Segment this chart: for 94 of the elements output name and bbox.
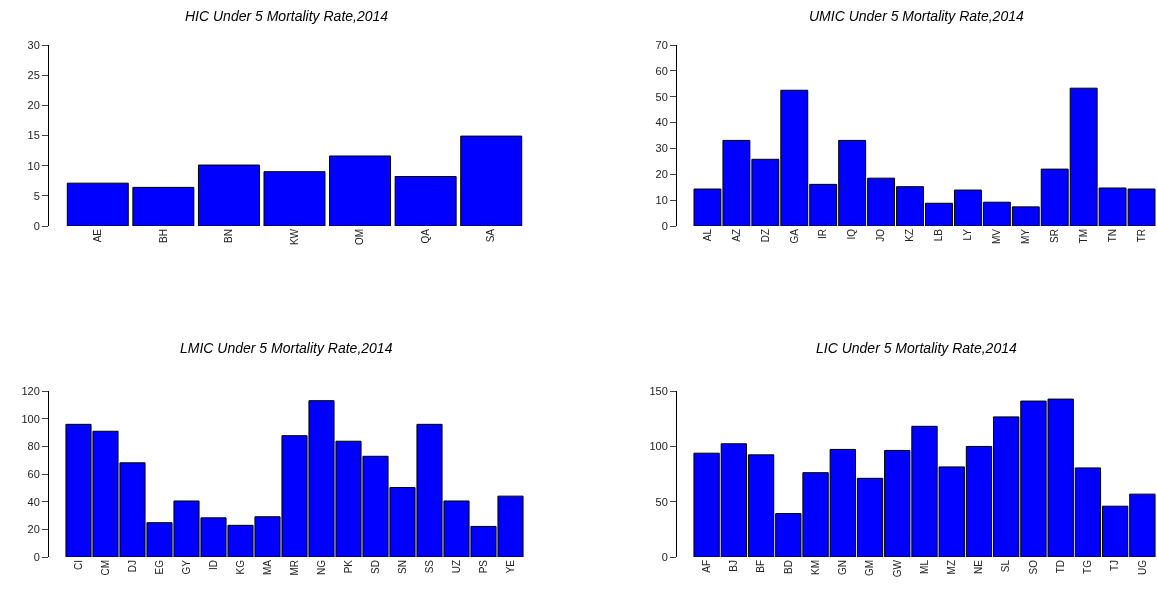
x-tick-label: SL <box>1000 559 1012 573</box>
x-tick-label: DZ <box>759 229 771 243</box>
x-tick-label: PK <box>342 559 354 574</box>
y-tick-label: 50 <box>655 90 668 103</box>
y-tick-label: 60 <box>655 64 668 77</box>
x-tick-label: BF <box>755 560 767 573</box>
y-tick-label: 30 <box>27 38 40 51</box>
x-tick-label: TR <box>1135 229 1147 243</box>
y-tick-label: 40 <box>655 116 668 129</box>
x-tick-label: IQ <box>846 228 858 240</box>
y-tick-label: 50 <box>655 495 668 508</box>
y-tick-label: 25 <box>27 69 40 82</box>
x-tick-label: CM <box>99 560 111 576</box>
x-tick-label: AZ <box>730 229 742 242</box>
x-tick-label: UZ <box>450 560 462 574</box>
y-tick-label: 100 <box>21 412 40 425</box>
x-tick-label: BJ <box>728 560 740 572</box>
y-tick-label: 0 <box>33 219 40 232</box>
x-tick-label: UG <box>1136 559 1148 575</box>
chart-title: LIC Under 5 Mortality Rate,2014 <box>816 340 1017 356</box>
x-tick-label: MY <box>1020 228 1032 244</box>
y-tick-label: 0 <box>661 219 668 232</box>
y-tick-label: 20 <box>27 99 40 112</box>
bar <box>460 135 523 226</box>
x-tick-label: KM <box>809 560 821 575</box>
y-tick-label: 60 <box>27 467 40 480</box>
x-tick-label: NE <box>973 559 985 574</box>
x-tick-label: IR <box>817 229 829 239</box>
x-tick-label: YE <box>504 559 516 574</box>
x-tick-label: SR <box>1048 229 1060 243</box>
x-tick-label: PS <box>477 559 489 574</box>
x-tick-label: MR <box>288 560 300 576</box>
x-tick-label: OM <box>354 229 366 246</box>
y-tick-label: 120 <box>21 384 40 397</box>
x-tick-label: AF <box>700 560 712 573</box>
x-tick-label: CI <box>72 560 84 570</box>
y-tick-label: 30 <box>655 142 668 155</box>
x-tick-label: TG <box>1082 559 1094 574</box>
x-tick-label: ID <box>207 560 219 570</box>
x-tick-label: TN <box>1106 229 1118 243</box>
x-tick-label: SS <box>423 559 435 574</box>
x-tick-label: QA <box>419 228 431 244</box>
x-tick-label: GA <box>788 228 800 244</box>
y-tick-label: 0 <box>33 550 40 563</box>
y-tick-label: 100 <box>649 440 668 453</box>
x-tick-label: AL <box>701 228 713 242</box>
x-tick-label: SO <box>1027 559 1039 575</box>
y-tick-label: 15 <box>27 129 40 142</box>
y-tick-label: 40 <box>27 495 40 508</box>
x-tick-label: EG <box>153 559 165 575</box>
bar <box>132 186 195 226</box>
x-tick-label: SD <box>369 560 381 574</box>
x-tick-label: GM <box>864 560 876 577</box>
y-tick-label: 20 <box>655 168 668 181</box>
x-tick-label: BD <box>782 560 794 574</box>
x-tick-label: KZ <box>904 229 916 242</box>
x-tick-label: TD <box>1054 560 1066 574</box>
x-tick-label: JO <box>875 228 887 242</box>
x-tick-label: AE <box>92 228 104 243</box>
y-tick-label: 150 <box>649 384 668 397</box>
bar <box>197 164 260 226</box>
chart-title: LMIC Under 5 Mortality Rate,2014 <box>180 340 393 356</box>
x-tick-label: TM <box>1077 229 1089 244</box>
bar <box>394 176 457 226</box>
y-tick-label: 70 <box>655 38 668 51</box>
y-tick-label: 5 <box>33 189 40 202</box>
x-tick-label: MV <box>991 228 1003 244</box>
x-tick-label: GW <box>891 559 903 578</box>
x-tick-label: GN <box>837 560 849 575</box>
x-tick-label: BH <box>157 229 169 243</box>
y-tick-label: 20 <box>27 523 40 536</box>
y-tick-label: 10 <box>27 159 40 172</box>
x-tick-label: KW <box>288 228 300 246</box>
y-tick-label: 0 <box>661 550 668 563</box>
y-tick-label: 80 <box>27 440 40 453</box>
x-tick-label: BN <box>223 229 235 243</box>
x-tick-label: LB <box>933 228 945 242</box>
chart-title: UMIC Under 5 Mortality Rate,2014 <box>809 8 1024 24</box>
x-tick-label: ML <box>918 559 930 574</box>
x-tick-label: GY <box>180 559 192 575</box>
x-tick-label: MZ <box>945 560 957 575</box>
bar <box>329 155 392 226</box>
bar <box>263 171 326 226</box>
x-tick-label: LY <box>962 228 974 241</box>
x-tick-label: SA <box>485 228 497 243</box>
x-tick-label: NG <box>315 559 327 575</box>
x-tick-label: TJ <box>1109 560 1121 572</box>
x-tick-label: MA <box>261 559 273 575</box>
bar <box>66 182 129 226</box>
x-tick-label: KG <box>234 559 246 575</box>
y-tick-label: 10 <box>655 193 668 206</box>
x-tick-label: DJ <box>126 560 138 573</box>
chart-title: HIC Under 5 Mortality Rate,2014 <box>185 8 389 24</box>
x-tick-label: SN <box>396 560 408 574</box>
